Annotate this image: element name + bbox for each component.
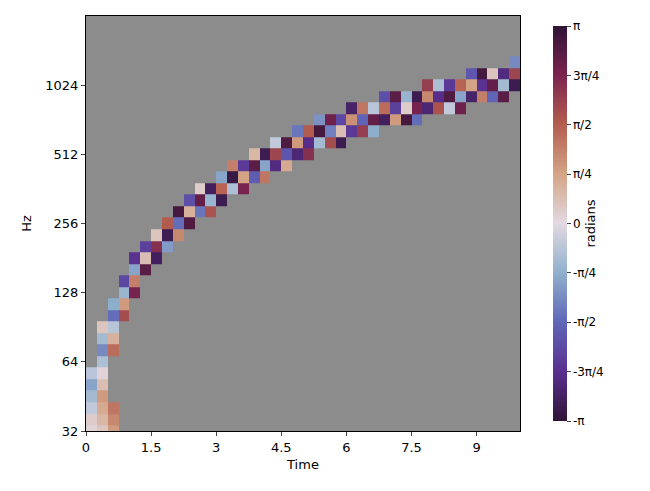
svg-text:π/2: π/2 [573, 118, 592, 132]
svg-text:64: 64 [62, 354, 79, 369]
svg-text:256: 256 [54, 216, 79, 231]
svg-text:1.5: 1.5 [141, 440, 162, 455]
svg-text:-π/2: -π/2 [573, 315, 596, 329]
svg-text:π/4: π/4 [573, 167, 592, 181]
svg-text:7.5: 7.5 [401, 440, 422, 455]
svg-text:512: 512 [54, 147, 79, 162]
svg-text:-3π/4: -3π/4 [573, 365, 604, 379]
svg-text:9: 9 [472, 440, 480, 455]
svg-text:1024: 1024 [45, 78, 78, 93]
svg-text:3: 3 [212, 440, 220, 455]
svg-text:radians: radians [583, 199, 598, 247]
svg-text:-π/4: -π/4 [573, 266, 596, 280]
svg-text:Hz: Hz [19, 215, 34, 232]
svg-text:32: 32 [62, 424, 79, 439]
svg-text:Time: Time [286, 457, 319, 472]
svg-text:4.5: 4.5 [271, 440, 292, 455]
svg-text:0: 0 [573, 217, 581, 231]
svg-text:-π: -π [573, 414, 585, 428]
svg-text:6: 6 [342, 440, 350, 455]
svg-text:π: π [573, 19, 580, 33]
svg-text:128: 128 [54, 285, 79, 300]
svg-text:0: 0 [82, 440, 90, 455]
svg-text:3π/4: 3π/4 [573, 69, 600, 83]
